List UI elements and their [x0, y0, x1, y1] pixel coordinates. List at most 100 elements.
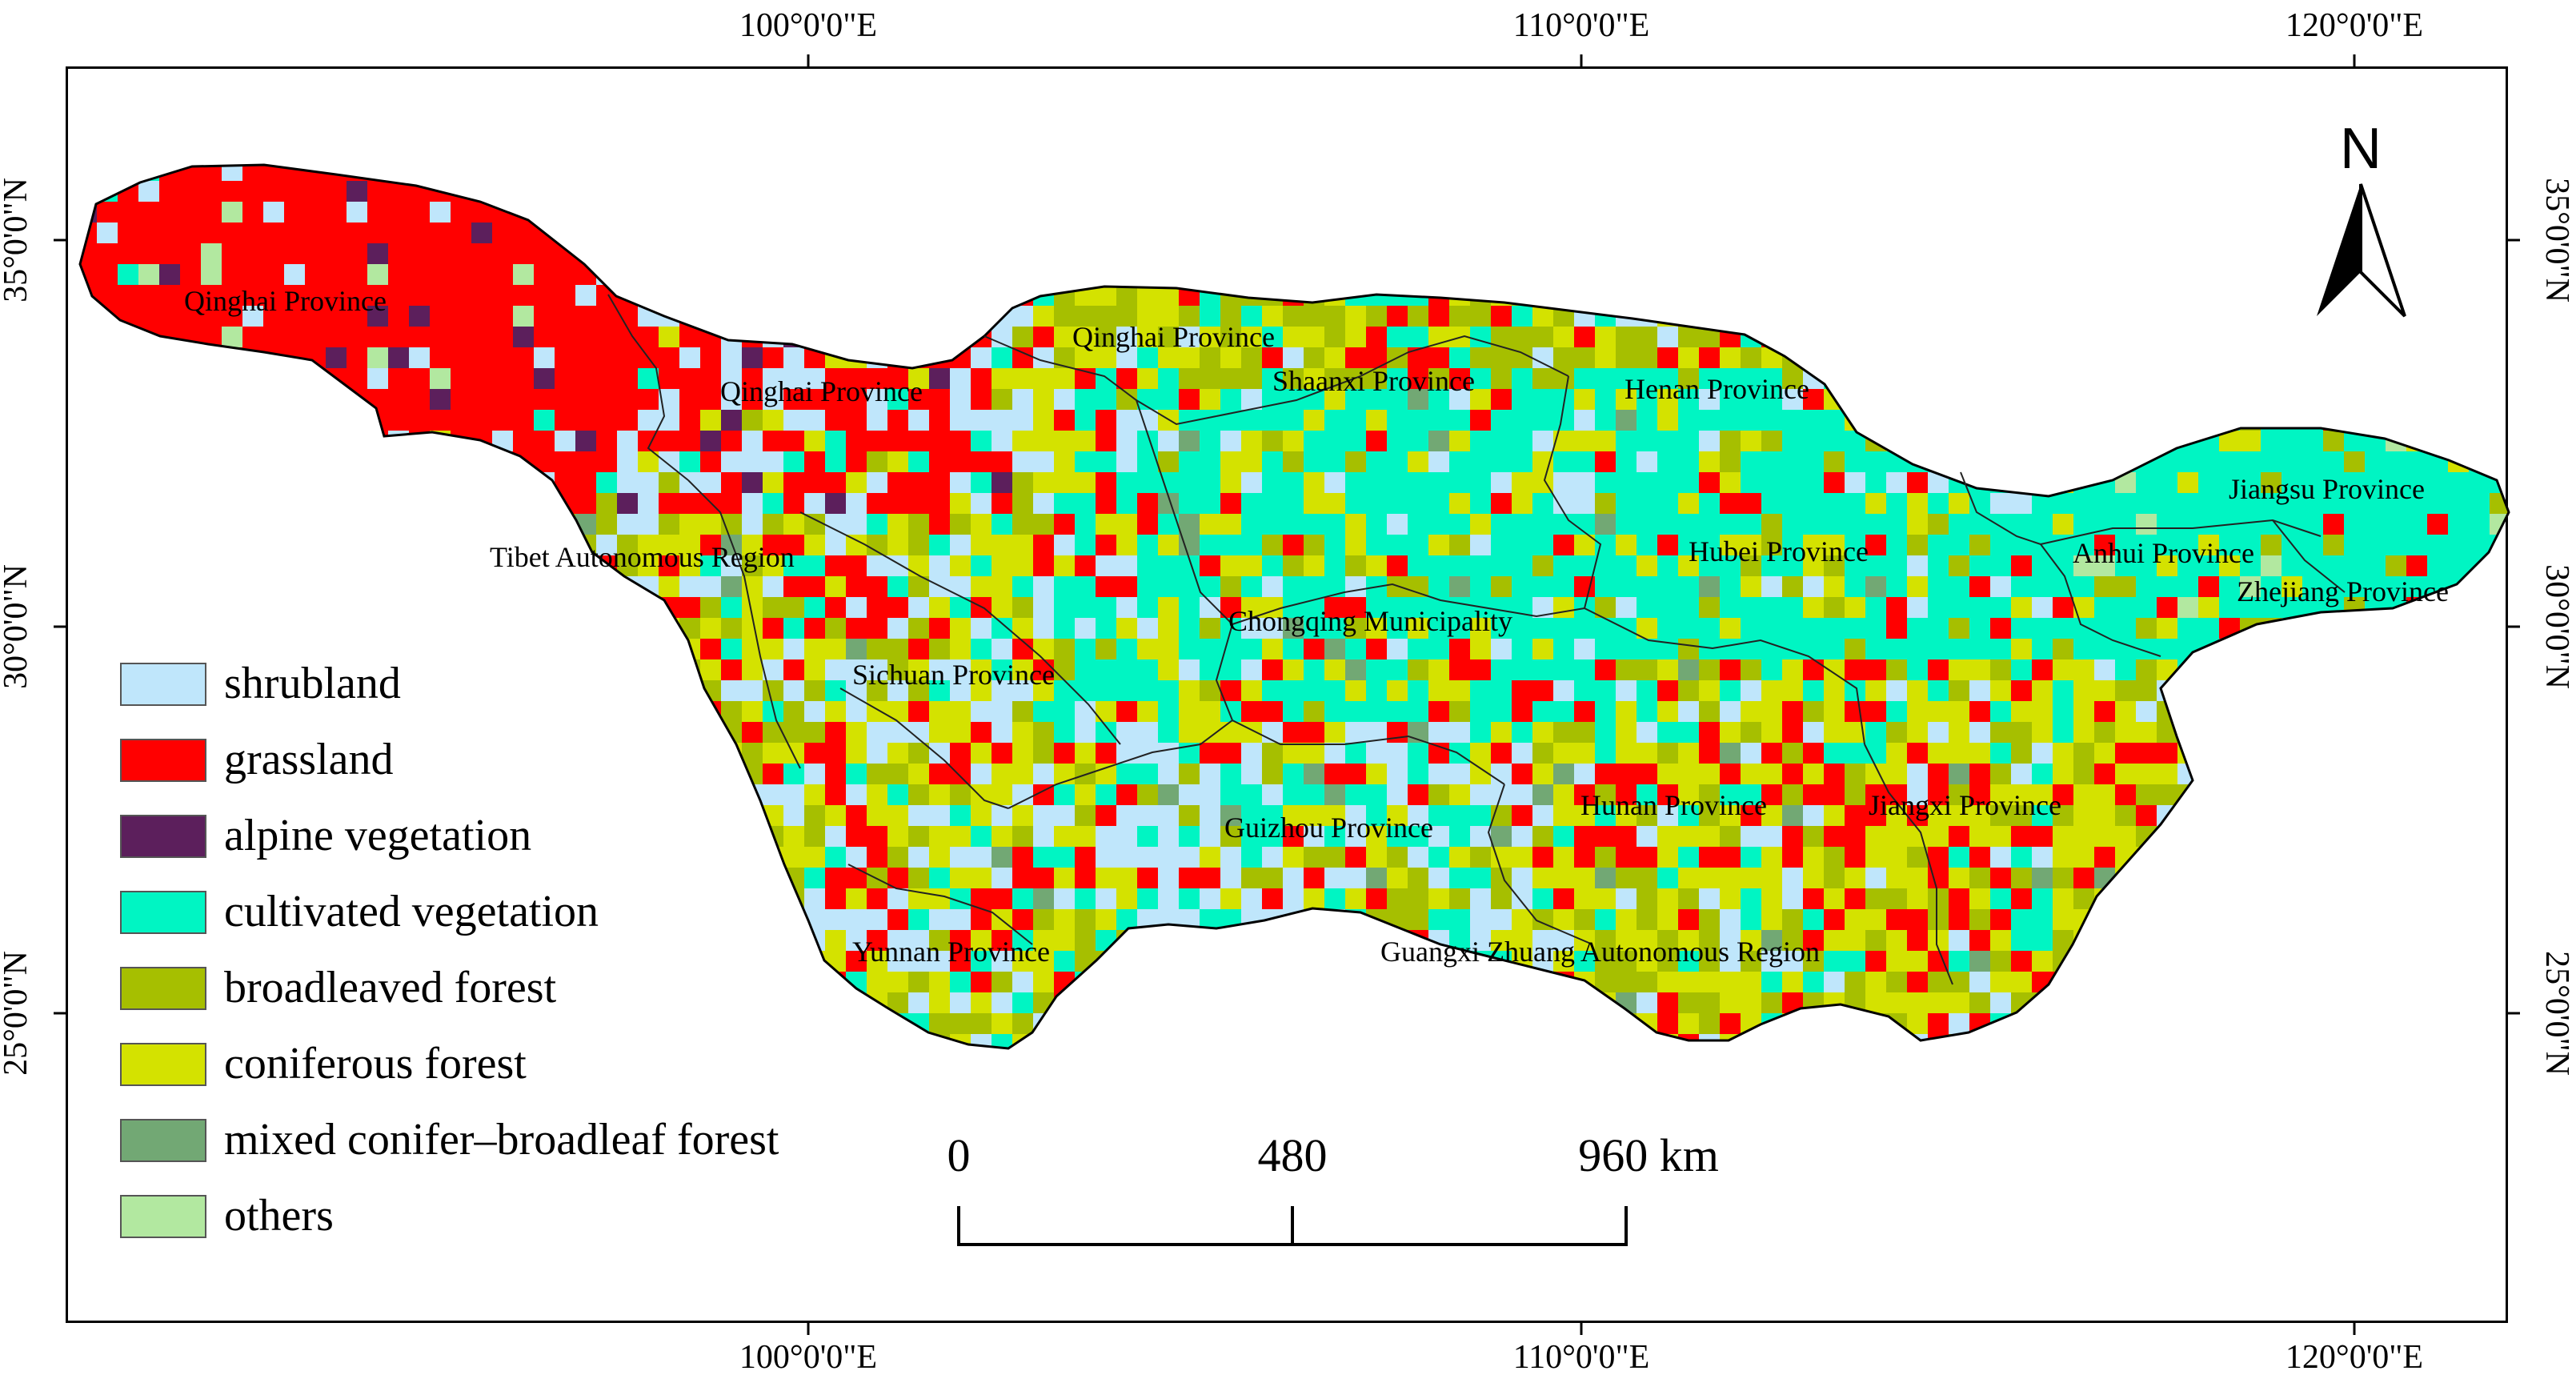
raster-cell	[783, 618, 804, 639]
raster-cell	[2406, 743, 2427, 764]
raster-cell	[1928, 306, 1949, 327]
raster-cell	[700, 909, 721, 930]
raster-cell	[1096, 597, 1116, 618]
raster-cell	[1990, 347, 2011, 368]
raster-cell	[2011, 576, 2032, 597]
raster-cell	[2406, 202, 2427, 222]
raster-cell	[1428, 868, 1449, 888]
raster-cell	[2323, 680, 2344, 701]
raster-cell	[1699, 165, 1720, 181]
raster-cell	[242, 451, 263, 472]
raster-cell	[2323, 368, 2344, 389]
raster-cell	[908, 764, 929, 784]
raster-cell	[1616, 639, 1637, 659]
raster-cell	[1262, 680, 1283, 701]
raster-cell	[409, 514, 430, 535]
raster-cell	[638, 389, 659, 410]
raster-cell	[2094, 222, 2115, 243]
raster-cell	[2448, 868, 2469, 888]
raster-cell	[2427, 764, 2448, 784]
raster-cell	[1345, 972, 1366, 992]
raster-cell	[804, 222, 825, 243]
raster-cell	[1179, 165, 1200, 181]
raster-cell	[1595, 243, 1616, 264]
raster-cell	[1428, 701, 1449, 722]
raster-cell	[2094, 368, 2115, 389]
raster-cell	[2282, 972, 2302, 992]
raster-cell	[1470, 909, 1491, 930]
raster-cell	[1470, 576, 1491, 597]
raster-cell	[347, 514, 367, 535]
raster-cell	[929, 368, 950, 389]
raster-cell	[721, 868, 742, 888]
raster-cell	[388, 222, 409, 243]
raster-cell	[950, 826, 971, 847]
raster-cell	[1616, 826, 1637, 847]
raster-cell	[2469, 555, 2490, 576]
raster-cell	[2053, 327, 2073, 347]
raster-cell	[638, 722, 659, 743]
raster-cell	[2448, 264, 2469, 285]
raster-cell	[1720, 868, 1741, 888]
raster-cell	[97, 555, 118, 576]
raster-cell	[783, 764, 804, 784]
raster-cell	[1387, 410, 1408, 431]
raster-cell	[1928, 181, 1949, 202]
raster-cell	[1408, 680, 1428, 701]
raster-cell	[1116, 285, 1137, 306]
raster-cell	[1574, 805, 1595, 826]
raster-cell	[1845, 784, 1865, 805]
raster-cell	[867, 597, 887, 618]
raster-cell	[555, 431, 575, 451]
raster-cell	[2427, 472, 2448, 493]
raster-cell	[575, 701, 596, 722]
raster-cell	[2094, 847, 2115, 868]
raster-cell	[679, 327, 700, 347]
raster-cell	[2115, 472, 2136, 493]
raster-cell	[1449, 701, 1470, 722]
raster-cell	[1449, 264, 1470, 285]
raster-cell	[2240, 451, 2261, 472]
raster-cell	[1990, 493, 2011, 514]
raster-cell	[1241, 493, 1262, 514]
raster-cell	[1179, 951, 1200, 972]
raster-cell	[1657, 805, 1678, 826]
raster-cell	[284, 618, 305, 639]
raster-cell	[742, 847, 763, 868]
raster-cell	[2302, 327, 2323, 347]
raster-cell	[2261, 888, 2282, 909]
raster-cell	[1116, 618, 1137, 639]
raster-cell	[617, 389, 638, 410]
raster-cell	[2198, 514, 2219, 535]
raster-cell	[2344, 327, 2365, 347]
raster-cell	[596, 576, 617, 597]
raster-cell	[742, 930, 763, 951]
raster-cell	[2323, 389, 2344, 410]
raster-cell	[2282, 181, 2302, 202]
raster-cell	[700, 202, 721, 222]
raster-cell	[1595, 451, 1616, 472]
raster-cell	[1949, 410, 1969, 431]
raster-cell	[1408, 847, 1428, 868]
raster-cell	[305, 784, 326, 805]
raster-cell	[492, 410, 513, 431]
raster-cell	[1824, 805, 1845, 826]
raster-cell	[1990, 701, 2011, 722]
raster-cell	[2490, 618, 2509, 639]
raster-cell	[2427, 347, 2448, 368]
raster-cell	[97, 618, 118, 639]
raster-cell	[1449, 410, 1470, 431]
raster-cell	[513, 165, 534, 181]
raster-cell	[575, 618, 596, 639]
raster-cell	[846, 181, 867, 202]
raster-cell	[1616, 472, 1637, 493]
raster-cell	[763, 514, 783, 535]
raster-cell	[138, 535, 159, 555]
raster-cell	[721, 701, 742, 722]
raster-cell	[471, 576, 492, 597]
raster-cell	[1449, 451, 1470, 472]
raster-cell	[1553, 202, 1574, 222]
raster-cell	[2510, 639, 2531, 659]
raster-cell	[1512, 930, 1532, 951]
raster-cell	[1512, 243, 1532, 264]
